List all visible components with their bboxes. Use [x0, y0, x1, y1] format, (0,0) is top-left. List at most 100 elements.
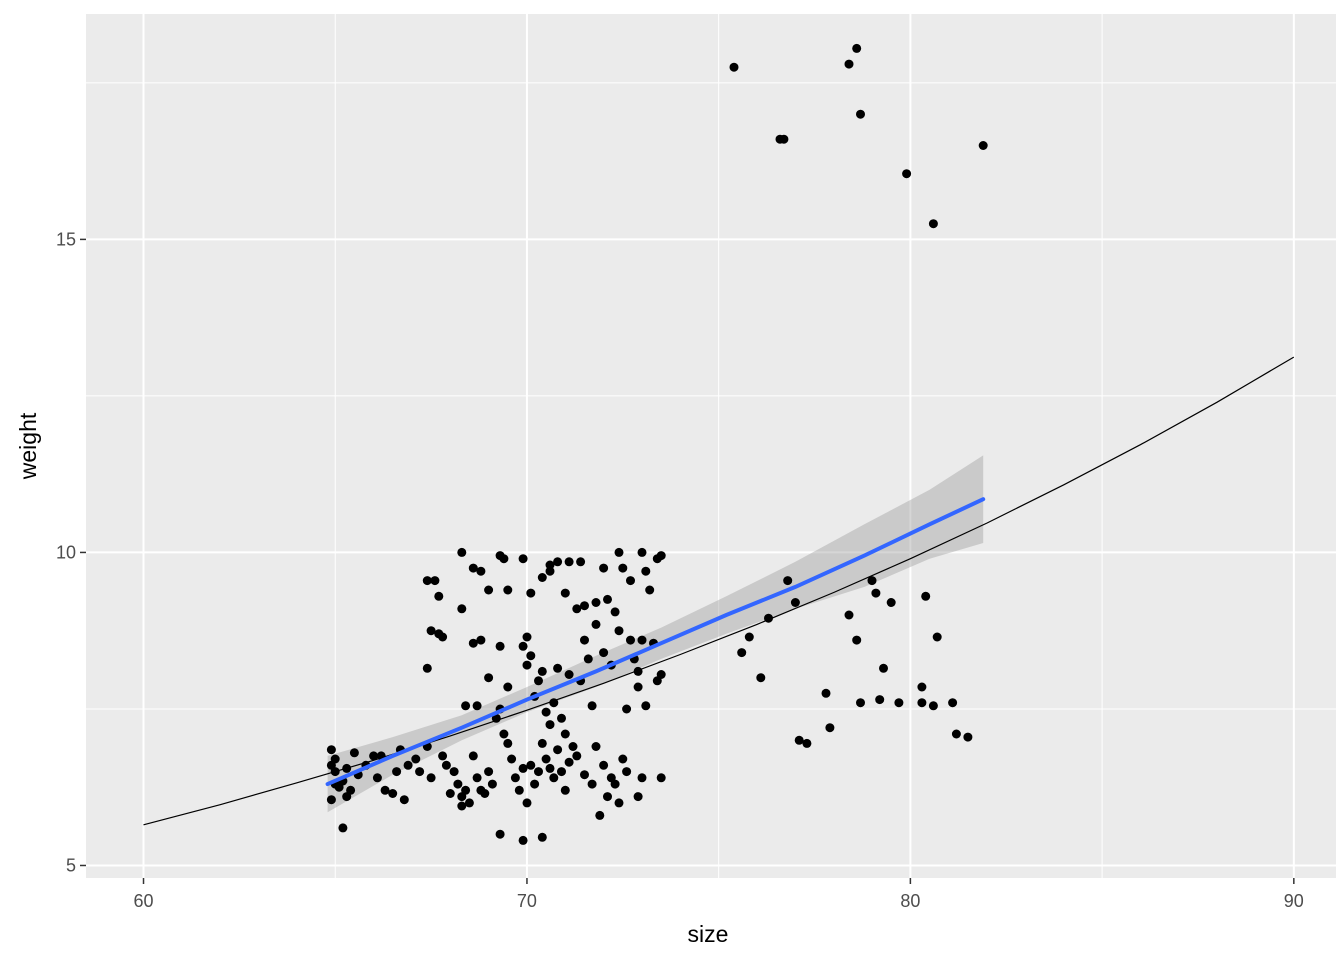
data-point — [591, 619, 601, 629]
data-point — [349, 748, 359, 758]
data-point — [978, 141, 988, 150]
data-point — [564, 670, 574, 679]
data-point — [894, 698, 904, 708]
data-point — [461, 701, 471, 711]
data-point — [449, 767, 459, 777]
data-point — [522, 798, 532, 808]
data-point — [560, 729, 570, 739]
data-point — [951, 729, 961, 739]
data-point — [484, 673, 494, 683]
data-point — [932, 632, 942, 642]
data-point — [526, 588, 536, 598]
data-point — [871, 588, 881, 598]
data-point — [499, 729, 509, 739]
data-point — [484, 767, 494, 777]
data-point — [537, 738, 547, 748]
data-point — [342, 763, 352, 773]
data-point — [844, 59, 854, 69]
data-point — [557, 713, 566, 723]
data-point — [530, 779, 540, 789]
data-point — [441, 760, 451, 770]
data-point — [526, 760, 536, 770]
data-point — [599, 760, 609, 770]
data-point — [779, 134, 789, 144]
data-point — [852, 43, 862, 53]
data-point — [388, 789, 398, 798]
data-point — [656, 670, 666, 679]
data-point — [591, 598, 601, 607]
data-point — [626, 576, 635, 586]
data-point — [633, 682, 643, 692]
data-point — [369, 751, 379, 761]
data-point — [633, 792, 643, 802]
data-point — [633, 666, 643, 676]
data-point — [549, 698, 559, 708]
data-point — [503, 682, 513, 692]
data-point — [610, 607, 620, 617]
data-point — [534, 676, 543, 686]
data-point — [564, 557, 574, 567]
data-point — [618, 563, 628, 573]
data-point — [580, 770, 589, 780]
data-point — [744, 632, 754, 642]
data-point — [948, 698, 958, 708]
data-point — [637, 773, 647, 783]
data-point — [457, 547, 467, 557]
data-point — [426, 626, 436, 636]
data-point — [518, 554, 528, 564]
confidence-ribbon — [327, 455, 984, 813]
data-point — [921, 591, 931, 601]
data-point — [545, 560, 555, 570]
data-point — [411, 754, 421, 764]
data-point — [422, 663, 432, 673]
data-point — [338, 823, 348, 833]
data-point — [852, 635, 862, 645]
data-point — [802, 738, 812, 748]
data-point — [603, 594, 612, 604]
data-point — [487, 779, 497, 789]
data-point — [476, 635, 486, 645]
confidence-ribbon-layer — [327, 455, 984, 813]
data-point — [457, 604, 467, 614]
data-point — [587, 701, 597, 711]
data-point — [472, 701, 482, 711]
data-point — [522, 632, 532, 642]
data-point — [867, 576, 877, 586]
data-point — [426, 773, 436, 783]
data-point — [622, 767, 632, 777]
data-point — [902, 169, 912, 179]
y-axis: 5 10 15 — [56, 229, 86, 875]
data-point — [618, 754, 628, 764]
data-point — [526, 651, 536, 661]
data-point — [599, 563, 609, 573]
data-point — [342, 792, 352, 802]
data-point — [576, 557, 586, 567]
data-point — [614, 626, 624, 636]
data-point — [503, 585, 513, 595]
data-point — [656, 551, 666, 561]
data-point — [963, 732, 973, 742]
data-point — [503, 738, 513, 748]
data-point — [468, 638, 478, 648]
data-point — [844, 610, 854, 620]
data-point — [737, 648, 747, 658]
data-point — [549, 773, 559, 783]
data-point — [756, 673, 766, 683]
data-point — [330, 767, 340, 777]
data-point — [491, 713, 501, 723]
data-point — [480, 789, 490, 798]
data-point — [453, 779, 463, 789]
data-point — [580, 601, 589, 611]
data-point — [514, 785, 524, 795]
data-point — [783, 576, 793, 586]
data-point — [434, 591, 444, 601]
data-point — [415, 767, 425, 777]
data-point — [645, 585, 655, 595]
data-point — [583, 654, 593, 664]
smooth-line — [325, 497, 986, 787]
data-point — [507, 754, 517, 764]
data-point — [541, 754, 551, 764]
data-point — [553, 663, 563, 673]
data-point — [568, 742, 578, 751]
data-point — [928, 219, 938, 229]
